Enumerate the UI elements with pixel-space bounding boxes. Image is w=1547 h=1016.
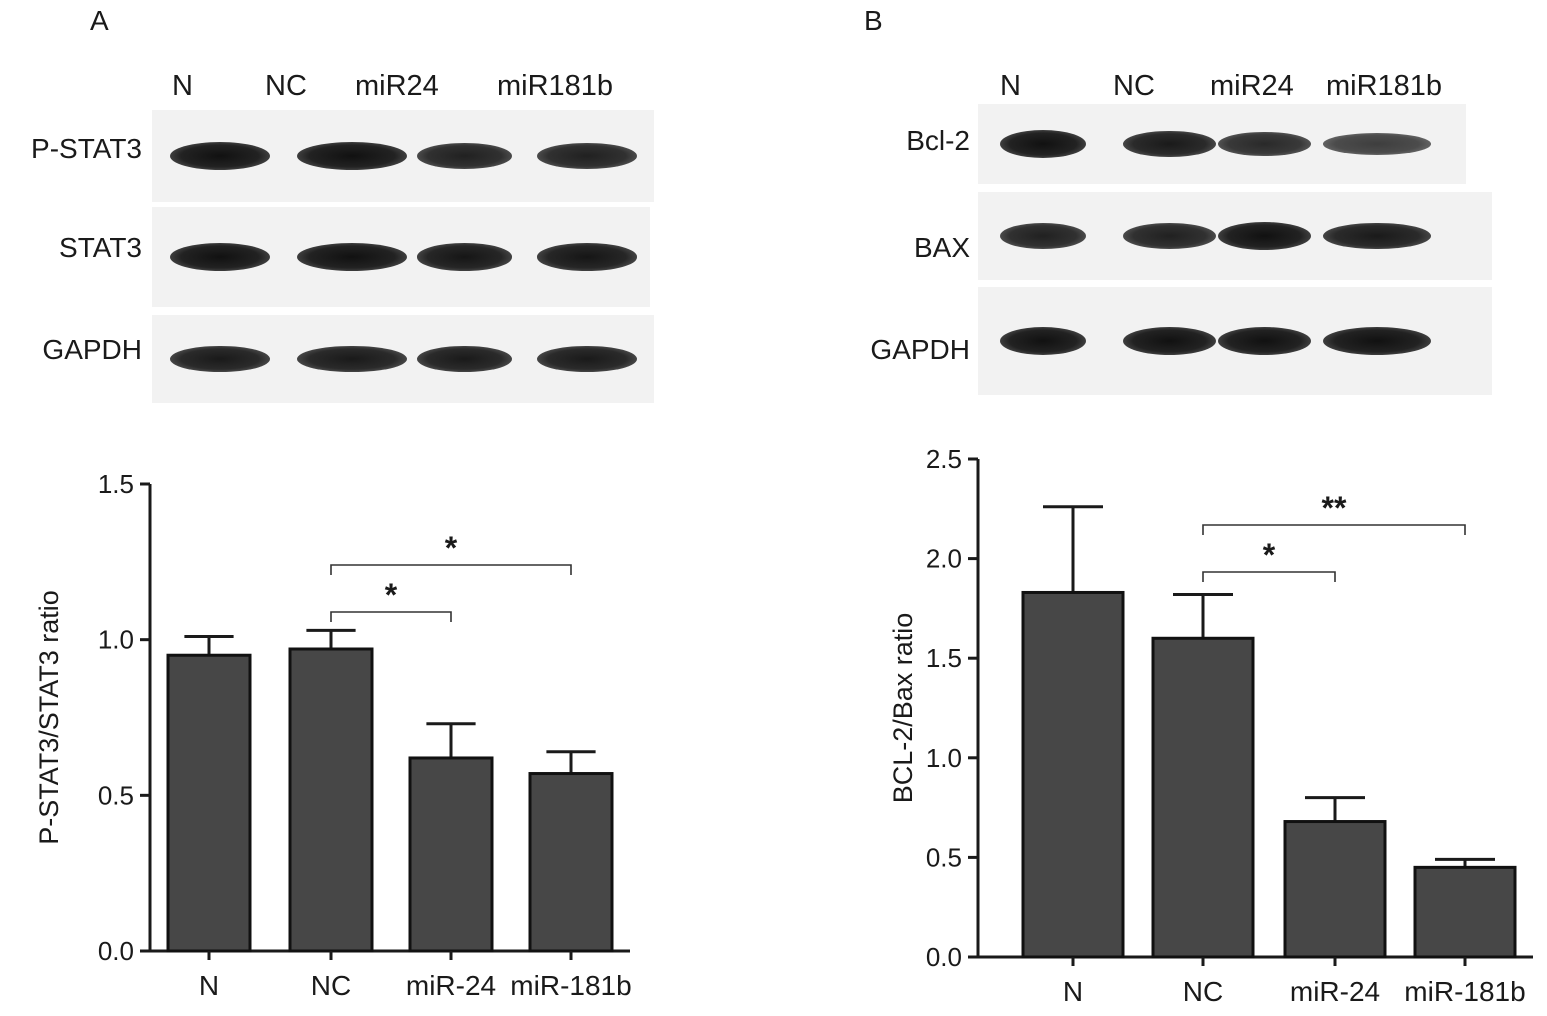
bar — [288, 647, 374, 953]
bar — [1283, 820, 1387, 959]
blot-band — [297, 345, 407, 373]
significance-bracket — [1202, 571, 1336, 582]
blot-band — [1123, 327, 1216, 355]
blot-strip — [978, 192, 1492, 280]
y-tick-label: 0.5 — [926, 842, 962, 872]
blot-band — [1000, 130, 1086, 158]
y-tick-label: 1.0 — [926, 743, 962, 773]
significance-label: * — [1263, 537, 1276, 573]
x-tick-label: miR-24 — [1290, 976, 1380, 1007]
bar — [1413, 865, 1517, 959]
significance-label: * — [445, 530, 458, 566]
blot-band — [1323, 133, 1431, 155]
lane-label: miR24 — [1210, 70, 1294, 102]
lane-label: miR181b — [497, 70, 614, 102]
y-tick-label: 0.0 — [98, 936, 134, 966]
bar — [1021, 590, 1125, 959]
blot-band — [537, 345, 637, 373]
significance-bracket — [1202, 524, 1466, 535]
blot-band — [417, 143, 512, 169]
blot-row-label: Bcl-2 — [906, 125, 970, 156]
blot-row-label: STAT3 — [59, 232, 142, 263]
blot-band — [170, 345, 270, 373]
x-tick-label: NC — [311, 970, 351, 1001]
y-tick-label: 0.0 — [926, 942, 962, 972]
blot-strip — [978, 104, 1466, 184]
blot-band — [537, 243, 637, 271]
blot-row-label: GAPDH — [870, 334, 970, 365]
lane-label: NC — [1113, 70, 1155, 102]
blot-band — [1218, 131, 1311, 157]
blot-band — [170, 142, 270, 170]
blot-band — [297, 243, 407, 271]
y-axis-label: BCL-2/Bax ratio — [888, 613, 918, 804]
x-tick-label: miR-24 — [406, 970, 496, 1001]
bar — [408, 756, 494, 953]
x-tick-label: miR-181b — [1404, 976, 1525, 1007]
significance-bracket — [330, 564, 572, 575]
lane-label: NC — [265, 70, 307, 102]
blot-strip — [978, 287, 1492, 395]
blot-band — [1000, 327, 1086, 355]
lane-label: N — [1000, 70, 1021, 102]
y-axis-label: P-STAT3/STAT3 ratio — [34, 590, 64, 845]
blot-strip — [152, 207, 650, 307]
panel-b-letter: B — [864, 5, 883, 36]
blot-band — [1323, 222, 1431, 250]
bar — [166, 653, 252, 953]
x-tick-label: N — [1063, 976, 1083, 1007]
significance-bracket — [330, 611, 452, 622]
panel-a-letter: A — [90, 5, 109, 36]
y-tick-label: 1.5 — [98, 469, 134, 499]
y-tick-label: 2.0 — [926, 544, 962, 574]
blot-band — [1123, 223, 1216, 249]
blot-row-label: GAPDH — [42, 334, 142, 365]
significance-label: * — [385, 577, 398, 613]
lane-label: miR181b — [1326, 70, 1443, 102]
blot-band — [1000, 223, 1086, 249]
blot-band — [417, 243, 512, 271]
blot-band — [170, 243, 270, 271]
blot-strip — [152, 110, 654, 202]
bar — [1151, 636, 1255, 959]
y-tick-label: 0.5 — [98, 780, 134, 810]
x-tick-label: miR-181b — [510, 970, 631, 1001]
significance-label: ** — [1322, 490, 1347, 526]
blot-band — [1123, 130, 1216, 158]
blot-row-label: P-STAT3 — [31, 133, 142, 164]
blot-strip — [152, 315, 654, 403]
blot-band — [537, 143, 637, 169]
blot-band — [1323, 327, 1431, 355]
bar — [528, 772, 614, 953]
x-tick-label: N — [199, 970, 219, 1001]
blot-band — [1218, 222, 1311, 250]
y-tick-label: 1.0 — [98, 625, 134, 655]
lane-label: miR24 — [355, 70, 439, 102]
y-tick-label: 2.5 — [926, 444, 962, 474]
blot-row-label: BAX — [913, 232, 970, 263]
y-tick-label: 1.5 — [926, 643, 962, 673]
blot-band — [1218, 327, 1311, 355]
blot-band — [417, 345, 512, 373]
blot-band — [297, 142, 407, 170]
lane-label: N — [172, 70, 193, 102]
x-tick-label: NC — [1183, 976, 1223, 1007]
